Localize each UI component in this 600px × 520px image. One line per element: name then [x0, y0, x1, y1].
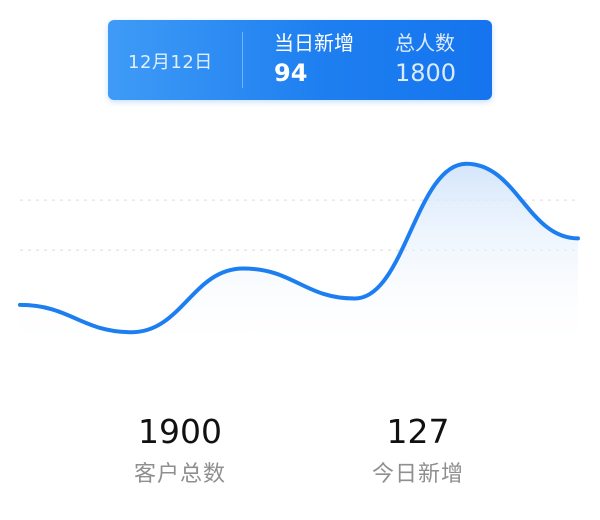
- stat-total-customers-value: 1900: [138, 412, 222, 451]
- stat-today-new-value: 127: [386, 412, 450, 451]
- tooltip-divider: [242, 32, 243, 88]
- stat-today-new: 127 今日新增: [318, 410, 518, 490]
- stat-total-customers: 1900 客户总数: [80, 410, 280, 490]
- series-line: [18, 161, 580, 335]
- series-area-fill: [20, 163, 578, 355]
- area-chart: [18, 100, 580, 355]
- stat-today-new-label: 今日新增: [371, 462, 464, 487]
- tooltip-new-value: 94: [274, 59, 308, 87]
- chart-tooltip: 12月12日 当日新增 94 总人数 1800: [108, 20, 492, 100]
- tooltip-new-label: 当日新增: [274, 31, 354, 55]
- tooltip-new-metric: 当日新增 94: [274, 30, 354, 88]
- tooltip-date: 12月12日: [128, 52, 213, 73]
- tooltip-total-metric: 总人数 1800: [395, 30, 456, 88]
- stat-total-customers-label: 客户总数: [133, 462, 226, 487]
- tooltip-total-value: 1800: [395, 59, 457, 87]
- tooltip-total-label: 总人数: [395, 31, 455, 55]
